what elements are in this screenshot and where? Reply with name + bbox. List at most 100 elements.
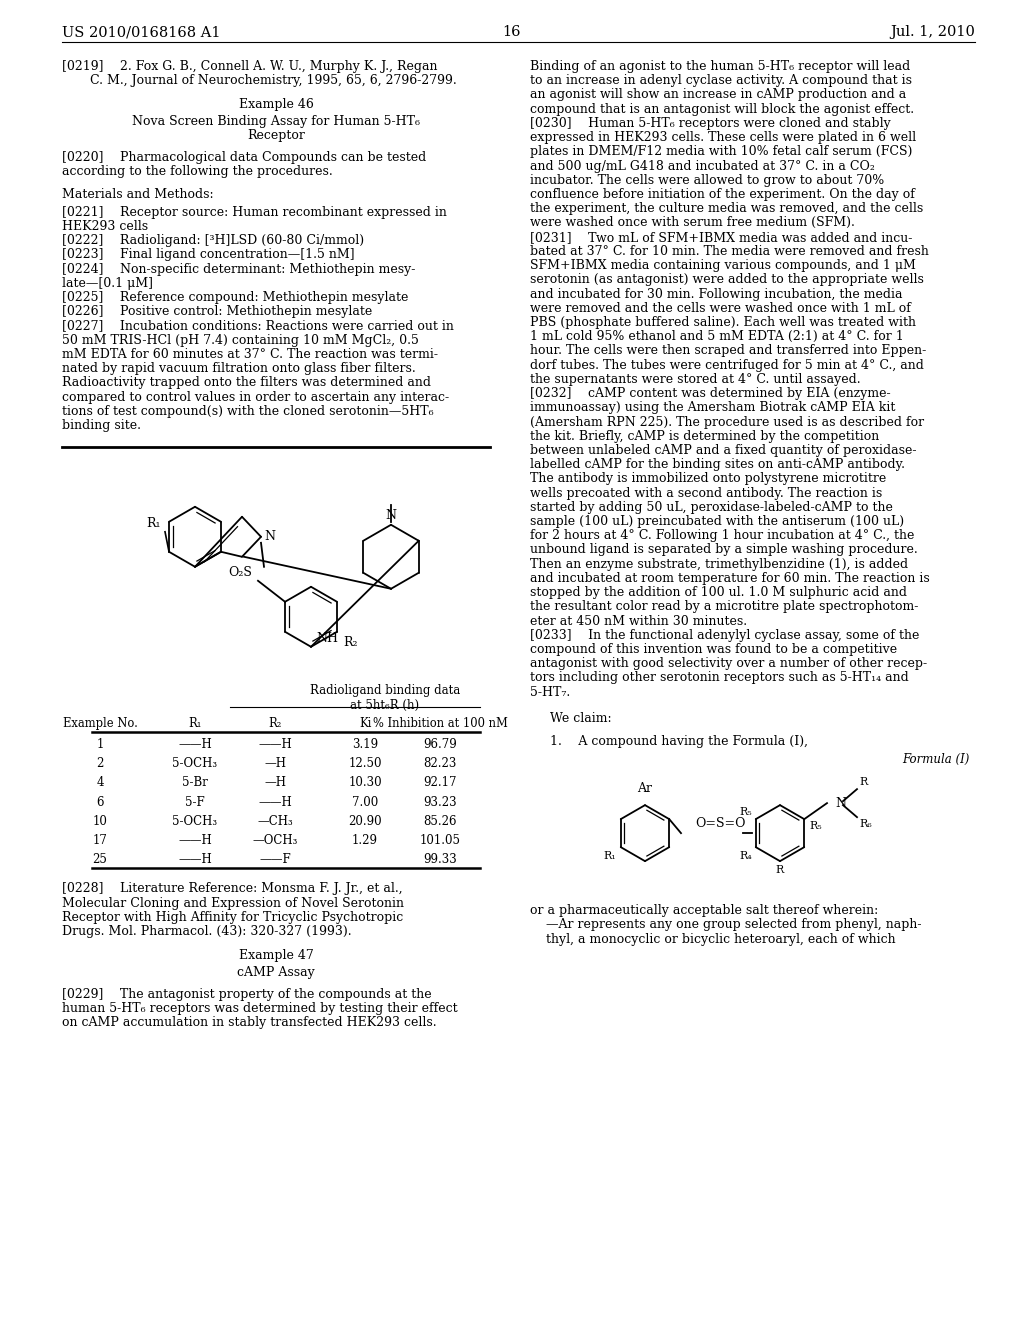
Text: human 5-HT₆ receptors was determined by testing their effect: human 5-HT₆ receptors was determined by … — [62, 1002, 458, 1015]
Text: Then an enzyme substrate, trimethylbenzidine (1), is added: Then an enzyme substrate, trimethylbenzi… — [530, 558, 908, 570]
Text: 93.23: 93.23 — [423, 796, 457, 809]
Text: unbound ligand is separated by a simple washing procedure.: unbound ligand is separated by a simple … — [530, 544, 918, 557]
Text: [0224]  Non-specific determinant: Methiothepin mesy-: [0224] Non-specific determinant: Methiot… — [62, 263, 416, 276]
Text: 5-F: 5-F — [185, 796, 205, 809]
Text: N: N — [835, 797, 846, 809]
Text: [0228]  Literature Reference: Monsma F. J. Jr., et al.,: [0228] Literature Reference: Monsma F. J… — [62, 883, 402, 895]
Text: 92.17: 92.17 — [423, 776, 457, 789]
Text: 101.05: 101.05 — [420, 834, 461, 847]
Text: PBS (phosphate buffered saline). Each well was treated with: PBS (phosphate buffered saline). Each we… — [530, 315, 916, 329]
Text: 1.29: 1.29 — [352, 834, 378, 847]
Text: [0227]  Incubation conditions: Reactions were carried out in: [0227] Incubation conditions: Reactions … — [62, 319, 454, 333]
Text: compound that is an antagonist will block the agonist effect.: compound that is an antagonist will bloc… — [530, 103, 914, 116]
Text: Ki: Ki — [358, 717, 371, 730]
Text: tors including other serotonin receptors such as 5-HT₁₄ and: tors including other serotonin receptors… — [530, 672, 908, 685]
Text: [0226]  Positive control: Methiothepin mesylate: [0226] Positive control: Methiothepin me… — [62, 305, 373, 318]
Text: 4: 4 — [96, 776, 103, 789]
Text: [0222]  Radioligand: [³H]LSD (60-80 Ci/mmol): [0222] Radioligand: [³H]LSD (60-80 Ci/mm… — [62, 234, 365, 247]
Text: according to the following the procedures.: according to the following the procedure… — [62, 165, 333, 178]
Text: Radioactivity trapped onto the filters was determined and: Radioactivity trapped onto the filters w… — [62, 376, 431, 389]
Text: 12.50: 12.50 — [348, 758, 382, 771]
Text: Example 46: Example 46 — [239, 99, 313, 111]
Text: R₁: R₁ — [188, 717, 202, 730]
Text: [0231]  Two mL of SFM+IBMX media was added and incu-: [0231] Two mL of SFM+IBMX media was adde… — [530, 231, 912, 244]
Text: R: R — [776, 865, 784, 875]
Text: nated by rapid vacuum filtration onto glass fiber filters.: nated by rapid vacuum filtration onto gl… — [62, 362, 416, 375]
Text: or a pharmaceutically acceptable salt thereof wherein:: or a pharmaceutically acceptable salt th… — [530, 904, 879, 917]
Text: O₂S: O₂S — [228, 566, 252, 579]
Text: compared to control values in order to ascertain any interac-: compared to control values in order to a… — [62, 391, 450, 404]
Text: Materials and Methods:: Materials and Methods: — [62, 187, 214, 201]
Text: Jul. 1, 2010: Jul. 1, 2010 — [890, 25, 975, 40]
Text: (Amersham RPN 225). The procedure used is as described for: (Amersham RPN 225). The procedure used i… — [530, 416, 924, 429]
Text: 1: 1 — [96, 738, 103, 751]
Text: Ar: Ar — [638, 783, 652, 795]
Text: 10: 10 — [92, 814, 108, 828]
Text: R₄: R₄ — [739, 851, 752, 861]
Text: 25: 25 — [92, 853, 108, 866]
Text: wells precoated with a second antibody. The reaction is: wells precoated with a second antibody. … — [530, 487, 883, 499]
Text: on cAMP accumulation in stably transfected HEK293 cells.: on cAMP accumulation in stably transfect… — [62, 1016, 436, 1030]
Text: Receptor: Receptor — [247, 129, 305, 141]
Text: 7.00: 7.00 — [352, 796, 378, 809]
Text: —H: —H — [264, 776, 286, 789]
Text: SFM+IBMX media containing various compounds, and 1 μM: SFM+IBMX media containing various compou… — [530, 259, 915, 272]
Text: [0219]  2. Fox G. B., Connell A. W. U., Murphy K. J., Regan: [0219] 2. Fox G. B., Connell A. W. U., M… — [62, 59, 437, 73]
Text: R₁: R₁ — [146, 517, 161, 529]
Text: [0233]  In the functional adenylyl cyclase assay, some of the: [0233] In the functional adenylyl cyclas… — [530, 628, 920, 642]
Text: to an increase in adenyl cyclase activity. A compound that is: to an increase in adenyl cyclase activit… — [530, 74, 912, 87]
Text: US 2010/0168168 A1: US 2010/0168168 A1 — [62, 25, 220, 40]
Text: ——H: ——H — [178, 853, 212, 866]
Text: antagonist with good selectivity over a number of other recep-: antagonist with good selectivity over a … — [530, 657, 927, 671]
Text: tions of test compound(s) with the cloned serotonin—5HT₆: tions of test compound(s) with the clone… — [62, 405, 433, 418]
Text: mM EDTA for 60 minutes at 37° C. The reaction was termi-: mM EDTA for 60 minutes at 37° C. The rea… — [62, 348, 438, 360]
Text: [0225]  Reference compound: Methiothepin mesylate: [0225] Reference compound: Methiothepin … — [62, 292, 409, 304]
Text: incubator. The cells were allowed to grow to about 70%: incubator. The cells were allowed to gro… — [530, 174, 885, 186]
Text: confluence before initiation of the experiment. On the day of: confluence before initiation of the expe… — [530, 187, 914, 201]
Text: 96.79: 96.79 — [423, 738, 457, 751]
Text: N: N — [264, 531, 275, 544]
Text: R₅: R₅ — [809, 821, 822, 832]
Text: N: N — [385, 508, 396, 521]
Text: 1.  A compound having the Formula (I),: 1. A compound having the Formula (I), — [550, 735, 808, 747]
Text: 50 mM TRIS-HCl (pH 7.4) containing 10 mM MgCl₂, 0.5: 50 mM TRIS-HCl (pH 7.4) containing 10 mM… — [62, 334, 419, 347]
Text: [0232]  cAMP content was determined by EIA (enzyme-: [0232] cAMP content was determined by EI… — [530, 387, 891, 400]
Text: ——H: ——H — [258, 738, 292, 751]
Text: R₅: R₅ — [739, 807, 752, 817]
Text: hour. The cells were then scraped and transferred into Eppen-: hour. The cells were then scraped and tr… — [530, 345, 927, 358]
Text: Receptor with High Affinity for Tricyclic Psychotropic: Receptor with High Affinity for Tricycli… — [62, 911, 403, 924]
Text: dorf tubes. The tubes were centrifuged for 5 min at 4° C., and: dorf tubes. The tubes were centrifuged f… — [530, 359, 924, 372]
Text: 99.33: 99.33 — [423, 853, 457, 866]
Text: compound of this invention was found to be a competitive: compound of this invention was found to … — [530, 643, 897, 656]
Text: plates in DMEM/F12 media with 10% fetal calf serum (FCS): plates in DMEM/F12 media with 10% fetal … — [530, 145, 912, 158]
Text: NH: NH — [316, 632, 338, 644]
Text: [0229]  The antagonist property of the compounds at the: [0229] The antagonist property of the co… — [62, 987, 432, 1001]
Text: and incubated for 30 min. Following incubation, the media: and incubated for 30 min. Following incu… — [530, 288, 902, 301]
Text: —H: —H — [264, 758, 286, 771]
Text: Binding of an agonist to the human 5-HT₆ receptor will lead: Binding of an agonist to the human 5-HT₆… — [530, 59, 910, 73]
Text: late—[0.1 μM]: late—[0.1 μM] — [62, 277, 153, 290]
Text: bated at 37° C. for 10 min. The media were removed and fresh: bated at 37° C. for 10 min. The media we… — [530, 246, 929, 257]
Text: 16: 16 — [503, 25, 521, 40]
Text: The antibody is immobilized onto polystyrene microtitre: The antibody is immobilized onto polysty… — [530, 473, 886, 486]
Text: the supernatants were stored at 4° C. until assayed.: the supernatants were stored at 4° C. un… — [530, 372, 860, 385]
Text: We claim:: We claim: — [550, 711, 611, 725]
Text: [0223]  Final ligand concentration—[1.5 nM]: [0223] Final ligand concentration—[1.5 n… — [62, 248, 354, 261]
Text: 5-OCH₃: 5-OCH₃ — [172, 758, 217, 771]
Text: 5-HT₇.: 5-HT₇. — [530, 685, 570, 698]
Text: R₂: R₂ — [343, 636, 357, 649]
Text: the experiment, the culture media was removed, and the cells: the experiment, the culture media was re… — [530, 202, 924, 215]
Text: immunoassay) using the Amersham Biotrak cAMP EIA kit: immunoassay) using the Amersham Biotrak … — [530, 401, 895, 414]
Text: Drugs. Mol. Pharmacol. (43): 320-327 (1993).: Drugs. Mol. Pharmacol. (43): 320-327 (19… — [62, 925, 351, 939]
Text: cAMP Assay: cAMP Assay — [238, 965, 314, 978]
Text: —Ar represents any one group selected from phenyl, naph-: —Ar represents any one group selected fr… — [530, 919, 922, 932]
Text: eter at 450 nM within 30 minutes.: eter at 450 nM within 30 minutes. — [530, 615, 748, 627]
Text: ——F: ——F — [259, 853, 291, 866]
Text: binding site.: binding site. — [62, 418, 141, 432]
Text: sample (100 uL) preincubated with the antiserum (100 uL): sample (100 uL) preincubated with the an… — [530, 515, 904, 528]
Text: started by adding 50 uL, peroxidase-labeled-cAMP to the: started by adding 50 uL, peroxidase-labe… — [530, 500, 893, 513]
Text: [0220]  Pharmacological data Compounds can be tested: [0220] Pharmacological data Compounds ca… — [62, 150, 426, 164]
Text: Example No.: Example No. — [62, 717, 137, 730]
Text: 6: 6 — [96, 796, 103, 809]
Text: 85.26: 85.26 — [423, 814, 457, 828]
